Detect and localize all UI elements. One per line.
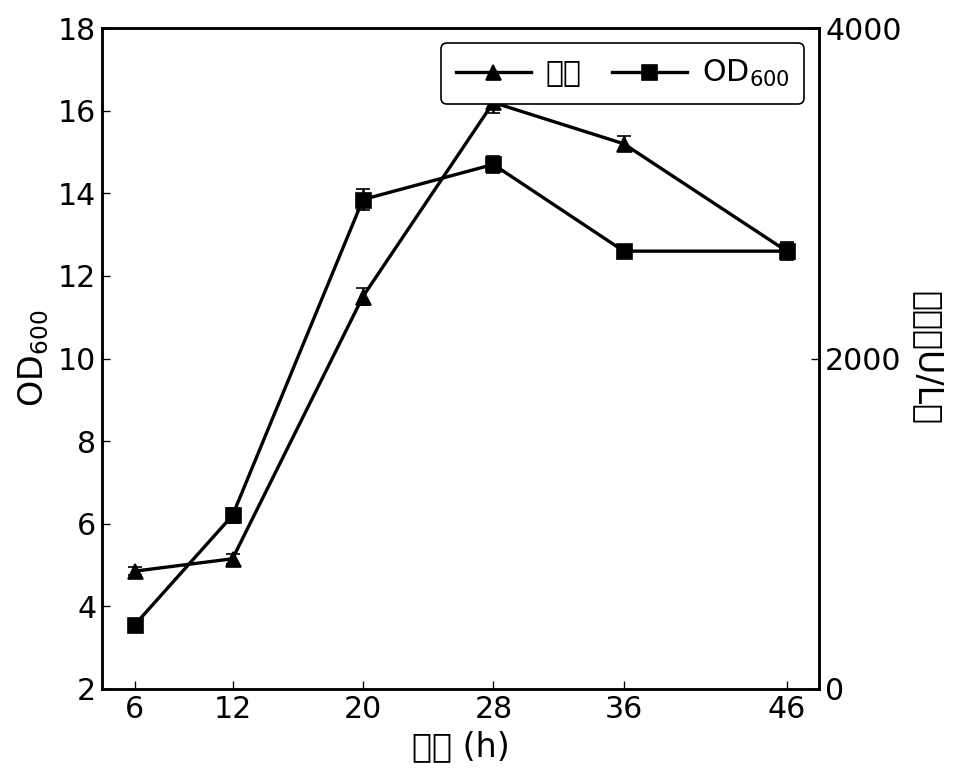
OD$_{600}$ (488, 160, 499, 169)
OD$_{600}$ (781, 246, 793, 256)
酶活 (781, 246, 793, 256)
酶活 (227, 554, 238, 563)
Y-axis label: 酶活（U/L）: 酶活（U/L） (910, 292, 944, 426)
酶活 (357, 292, 369, 301)
OD$_{600}$ (357, 195, 369, 204)
酶活 (129, 566, 140, 576)
OD$_{600}$ (129, 620, 140, 629)
酶活 (488, 98, 499, 107)
酶活 (618, 139, 630, 148)
OD$_{600}$ (227, 511, 238, 520)
Legend: 酶活, OD$_{600}$: 酶活, OD$_{600}$ (441, 43, 804, 105)
X-axis label: 时间 (h): 时间 (h) (412, 730, 510, 764)
OD$_{600}$ (618, 246, 630, 256)
Line: 酶活: 酶活 (128, 95, 794, 579)
Line: OD$_{600}$: OD$_{600}$ (128, 157, 794, 633)
Y-axis label: OD$_{600}$: OD$_{600}$ (16, 310, 52, 407)
